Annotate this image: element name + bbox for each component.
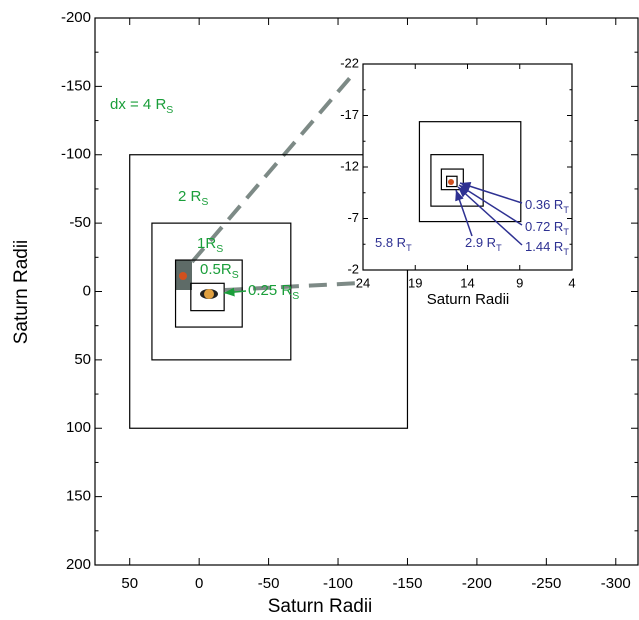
- x-tick-label: 19: [408, 275, 422, 290]
- annotation: 1.44 RT: [525, 239, 569, 257]
- annotation-text: 5.8 R: [375, 235, 406, 250]
- x-tick-label: 4: [568, 275, 575, 290]
- grid-box: [430, 154, 484, 207]
- x-tick-label: -50: [258, 575, 280, 592]
- y-tick-label: -12: [340, 158, 359, 173]
- x-tick-label: 50: [121, 575, 138, 592]
- x-tick-label: -200: [462, 575, 492, 592]
- x-axis-label: Saturn Radii: [427, 291, 510, 308]
- annotation-sub: S: [292, 290, 299, 302]
- annotation-text: 0.72 R: [525, 219, 563, 234]
- annotation: 5.8 RT: [375, 235, 412, 253]
- zoom-line: [190, 70, 357, 264]
- y-tick-label: -2: [347, 261, 359, 276]
- x-tick-label: 9: [516, 275, 523, 290]
- grid-box: [446, 175, 458, 188]
- y-tick-label: 150: [66, 488, 91, 505]
- annotation: 2 RS: [178, 188, 208, 208]
- x-axis-label: Saturn Radii: [268, 596, 373, 617]
- y-tick-label: -50: [69, 214, 91, 231]
- annotation-sub: T: [563, 227, 569, 237]
- annotation: 1RS: [197, 235, 223, 255]
- x-tick-label: -150: [392, 575, 422, 592]
- moon: [179, 272, 187, 280]
- grid-box: [190, 282, 225, 312]
- annotation-sub: S: [216, 243, 223, 255]
- x-tick-label: 14: [460, 275, 474, 290]
- annotation: 0.72 RT: [525, 219, 569, 237]
- moon: [448, 179, 454, 185]
- x-tick-label: -250: [531, 575, 561, 592]
- annotation-text: 1.44 R: [525, 239, 563, 254]
- x-tick-label: -300: [601, 575, 631, 592]
- zoom-line: [224, 281, 361, 292]
- annotation-text: 1R: [197, 235, 216, 252]
- y-tick-label: -150: [61, 77, 91, 94]
- arrow: [457, 186, 523, 246]
- grid-box: [129, 154, 409, 429]
- arrow: [459, 181, 523, 204]
- y-tick-label: -100: [61, 146, 91, 163]
- arrow: [223, 287, 247, 297]
- annotation-sub: S: [166, 104, 173, 116]
- grid-box: [151, 222, 292, 361]
- annotation-sub: T: [496, 243, 502, 253]
- arrow: [458, 184, 523, 226]
- annotation-text: 0.36 R: [525, 197, 563, 212]
- y-tick-label: 50: [74, 351, 91, 368]
- annotation-text: 2 R: [178, 188, 202, 205]
- y-tick-label: 200: [66, 556, 91, 573]
- y-tick-label: -22: [340, 55, 359, 70]
- annotation: dx = 4 RS: [110, 96, 173, 116]
- grid-box: [418, 121, 522, 223]
- annotation-text: 2.9 R: [465, 235, 496, 250]
- y-tick-label: -17: [340, 107, 359, 122]
- annotation: 0.5RS: [200, 261, 239, 281]
- saturn: [204, 289, 214, 299]
- annotation: 0.36 RT: [525, 197, 569, 215]
- y-tick-label: -7: [347, 210, 359, 225]
- y-tick-label: -200: [61, 9, 91, 26]
- annotation-sub: S: [232, 269, 239, 281]
- y-tick-label: 100: [66, 419, 91, 436]
- plot-frame: [362, 63, 573, 271]
- x-tick-label: -100: [323, 575, 353, 592]
- annotation-text: 0.25 R: [248, 282, 292, 299]
- arrow: [455, 189, 473, 237]
- x-tick-label: 24: [356, 275, 370, 290]
- annotation: 2.9 RT: [465, 235, 502, 253]
- grid-box: [440, 168, 464, 191]
- annotation: 0.25 RS: [248, 282, 299, 302]
- y-axis-label: Saturn Radii: [11, 240, 32, 345]
- annotation-sub: T: [563, 247, 569, 257]
- annotation-text: dx = 4 R: [110, 96, 166, 113]
- annotation-sub: S: [201, 196, 208, 208]
- x-tick-label: 0: [195, 575, 203, 592]
- y-tick-label: 0: [83, 282, 91, 299]
- annotation-sub: T: [563, 205, 569, 215]
- annotation-sub: T: [406, 243, 412, 253]
- annotation-text: 0.5R: [200, 261, 232, 278]
- grid-box: [174, 259, 243, 328]
